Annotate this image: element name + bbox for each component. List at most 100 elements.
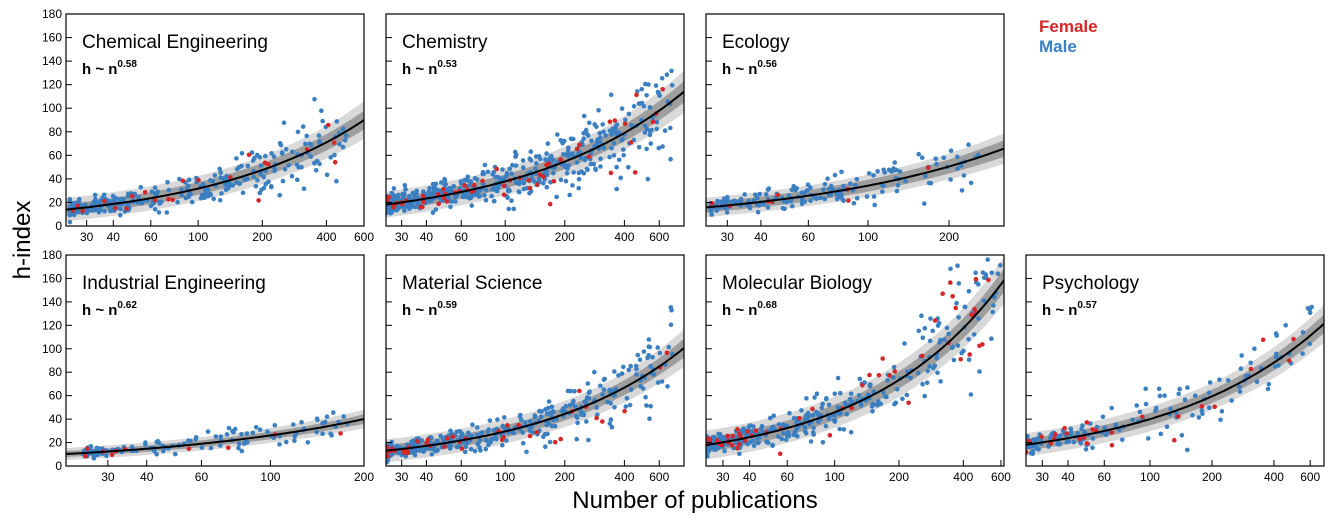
male-point — [546, 421, 552, 426]
male-point — [832, 172, 838, 178]
male-point — [981, 298, 987, 304]
male-point — [875, 169, 880, 174]
outer-band — [66, 101, 364, 222]
male-point — [1273, 354, 1279, 360]
male-point — [647, 105, 653, 110]
male-point — [783, 437, 789, 442]
female-point — [558, 436, 563, 442]
male-point — [430, 210, 436, 215]
male-point — [892, 160, 897, 165]
male-point — [820, 401, 825, 407]
male-point — [161, 448, 166, 454]
fit-line — [706, 147, 1004, 209]
male-point — [928, 316, 933, 321]
male-point — [616, 373, 621, 378]
male-point — [118, 206, 123, 212]
female-point — [1026, 449, 1029, 455]
male-point — [612, 369, 617, 374]
male-point — [716, 431, 721, 437]
male-point — [463, 444, 469, 450]
male-point — [198, 195, 204, 201]
male-point — [108, 208, 113, 214]
female-point — [632, 170, 638, 175]
x-tick-label: 60 — [455, 230, 469, 244]
male-point — [477, 188, 483, 193]
female-point — [265, 161, 271, 167]
male-point — [97, 198, 103, 204]
male-point — [770, 442, 775, 448]
male-point — [576, 185, 581, 191]
panel-equation-exponent: 0.62 — [117, 300, 137, 311]
panel-industrial-engineering: 30 40 60 100 200 0 20 40 60 80 100 120 140 160 180 Indu… — [42, 248, 374, 484]
female-point — [494, 166, 500, 172]
male-point — [966, 142, 971, 147]
female-point — [421, 199, 426, 205]
male-point — [1090, 445, 1095, 451]
male-point — [1307, 341, 1313, 347]
male-point — [659, 76, 665, 81]
panel-equation: h ~ n0.56 — [722, 59, 777, 78]
female-point — [1084, 441, 1090, 446]
male-point — [614, 186, 619, 192]
male-point — [881, 390, 886, 395]
male-point — [959, 163, 964, 168]
male-point — [565, 148, 571, 154]
male-point — [465, 178, 471, 184]
male-point — [528, 419, 533, 424]
panel-equation: h ~ n0.59 — [402, 300, 457, 319]
male-point — [414, 188, 420, 194]
male-point — [261, 174, 267, 180]
male-point — [818, 195, 823, 201]
male-point — [955, 154, 960, 160]
male-point — [403, 186, 408, 192]
male-point — [949, 345, 955, 351]
male-point — [295, 177, 300, 183]
male-point — [932, 363, 938, 369]
inner-band — [706, 140, 1004, 213]
male-point — [618, 175, 623, 181]
x-tick-label: 30 — [716, 470, 730, 484]
male-point — [919, 155, 925, 160]
male-point — [872, 202, 877, 208]
male-point — [1057, 442, 1063, 447]
female-point — [738, 434, 743, 439]
male-point — [577, 149, 582, 155]
male-point — [648, 403, 653, 409]
male-point — [558, 177, 564, 183]
male-point — [976, 316, 981, 321]
male-point — [314, 429, 320, 435]
female-point — [551, 179, 557, 184]
x-tick-label: 30 — [101, 470, 115, 484]
male-point — [460, 194, 466, 200]
male-point — [832, 412, 838, 418]
male-point — [165, 179, 170, 185]
female-point — [112, 205, 118, 211]
panel-title: Industrial Engineering — [82, 273, 266, 294]
male-point — [317, 161, 322, 167]
female-point — [887, 373, 893, 378]
male-point — [823, 396, 829, 402]
y-tick-label: 160 — [42, 31, 62, 45]
female-point — [925, 165, 931, 170]
male-point — [186, 438, 191, 443]
male-point — [177, 176, 182, 182]
male-point — [1082, 430, 1087, 435]
female-point — [436, 201, 442, 207]
male-point — [433, 181, 439, 187]
male-point — [832, 391, 838, 397]
panel-frame — [705, 254, 1005, 467]
male-point — [825, 176, 830, 181]
male-point — [603, 133, 608, 138]
male-point — [179, 187, 184, 192]
male-point — [479, 430, 485, 435]
male-point — [585, 167, 590, 172]
male-point — [1179, 433, 1185, 438]
male-point — [1252, 346, 1257, 352]
male-point — [669, 68, 674, 74]
male-point — [1185, 447, 1190, 453]
male-point — [746, 424, 751, 430]
male-point — [266, 179, 271, 184]
male-point — [666, 344, 672, 350]
male-point — [644, 146, 649, 152]
male-point — [509, 171, 514, 176]
